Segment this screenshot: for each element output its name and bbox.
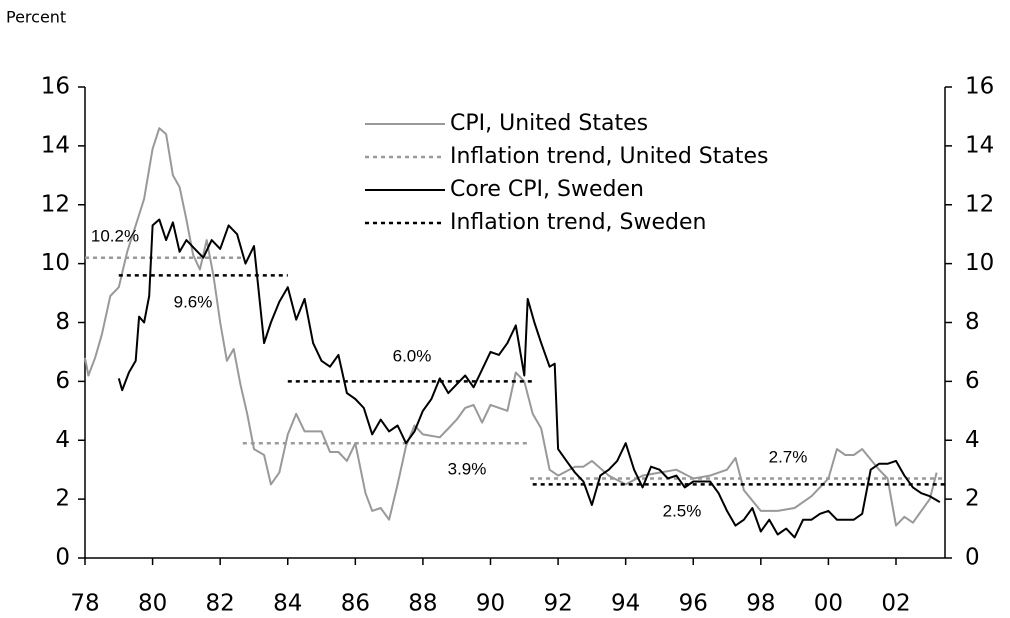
y-axis-label: Percent — [6, 8, 66, 27]
y-tick-label: 12 — [41, 191, 70, 217]
series-line — [85, 256, 945, 480]
y2-tick-label: 12 — [965, 191, 994, 217]
y-tick-label: 14 — [41, 132, 70, 158]
y2-tick-label: 6 — [965, 368, 980, 394]
annotation: 2.5% — [663, 501, 702, 520]
y-tick-label: 16 — [41, 74, 70, 100]
x-tick-label: 86 — [341, 591, 370, 617]
y2-tick-label: 0 — [965, 545, 980, 571]
y2-tick-label: 14 — [965, 132, 994, 158]
legend-label: CPI, United States — [450, 111, 648, 136]
x-tick-label: 78 — [70, 591, 99, 617]
legend-label: Inflation trend, Sweden — [450, 210, 706, 235]
legend-label: Inflation trend, United States — [450, 144, 769, 169]
series-line — [118, 274, 945, 486]
y-tick-label: 2 — [55, 486, 70, 512]
annotation: 9.6% — [174, 292, 213, 311]
x-tick-label: 88 — [408, 591, 437, 617]
x-tick-label: 84 — [273, 591, 302, 617]
x-tick-label: 02 — [881, 591, 910, 617]
x-tick-label: 92 — [543, 591, 572, 617]
y2-tick-label: 16 — [965, 74, 994, 100]
y-tick-label: 8 — [55, 309, 70, 335]
series-line — [117, 218, 941, 539]
y-tick-label: 6 — [55, 368, 70, 394]
x-tick-label: 98 — [746, 591, 775, 617]
y2-tick-label: 4 — [965, 427, 980, 453]
y2-tick-label: 10 — [965, 250, 994, 276]
annotation: 10.2% — [91, 226, 139, 245]
legend-label: Core CPI, Sweden — [450, 177, 644, 202]
y-tick-label: 4 — [55, 427, 70, 453]
y-tick-label: 0 — [55, 545, 70, 571]
y2-tick-label: 2 — [965, 486, 980, 512]
x-tick-label: 82 — [206, 591, 235, 617]
y-tick-label: 10 — [41, 250, 70, 276]
x-tick-label: 96 — [679, 591, 708, 617]
x-tick-label: 00 — [814, 591, 843, 617]
y2-tick-label: 8 — [965, 309, 980, 335]
annotation: 3.9% — [448, 459, 487, 478]
x-tick-label: 94 — [611, 591, 640, 617]
series-line — [84, 127, 938, 527]
annotation: 6.0% — [393, 346, 432, 365]
x-tick-label: 90 — [476, 591, 505, 617]
annotation: 2.7% — [769, 447, 808, 466]
x-tick-label: 80 — [138, 591, 167, 617]
